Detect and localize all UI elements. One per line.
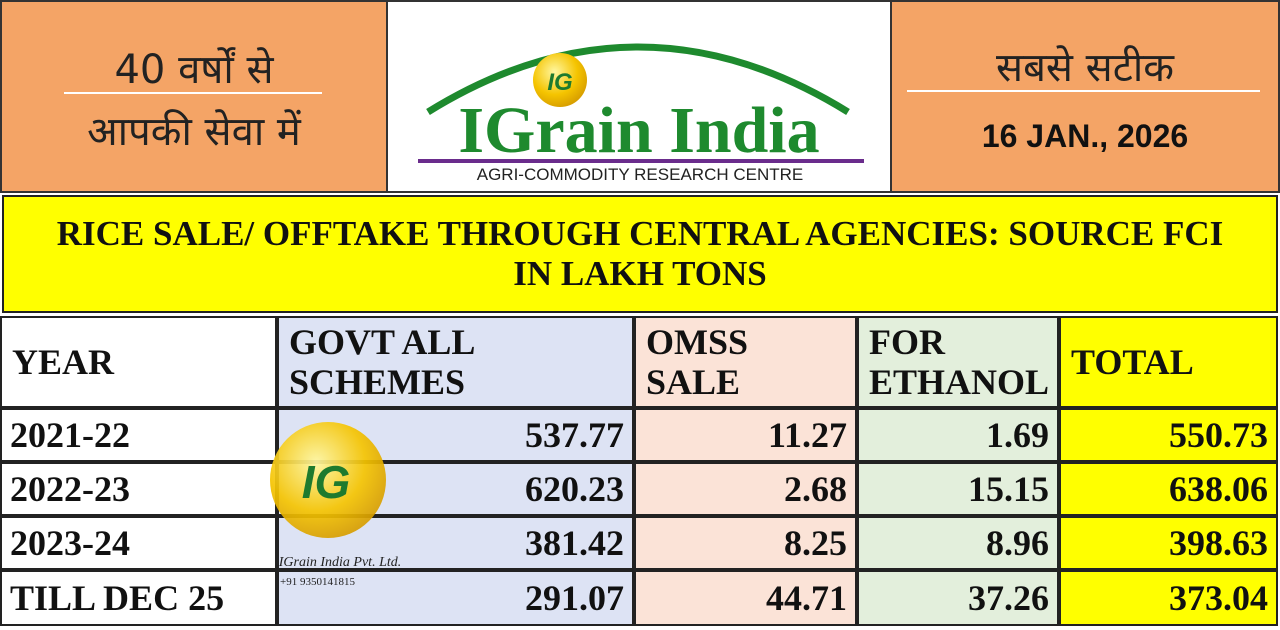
value-cell: 373.04 <box>1059 570 1278 626</box>
value-cell: 15.15 <box>857 462 1059 516</box>
title-line: RICE SALE/ OFFTAKE THROUGH CENTRAL AGENC… <box>56 214 1224 253</box>
header-cell: TOTAL <box>1059 316 1278 408</box>
value-cell: 8.25 <box>634 516 857 570</box>
left-header: 40 वर्षों से आपकी सेवा में <box>0 0 388 193</box>
header-line: FOR <box>869 322 945 362</box>
watermark-company: IGrain India Pvt. Ltd. <box>278 555 402 570</box>
watermark-badge-text: IG <box>302 456 351 508</box>
header-cell: FOR ETHANOL <box>857 316 1059 408</box>
watermark: IG IGrain India Pvt. Ltd. +91 9350141815 <box>270 422 402 588</box>
left-line: आपकी सेवा में <box>87 109 301 155</box>
divider <box>907 90 1260 92</box>
divider <box>64 92 322 94</box>
value-cell: 398.63 <box>1059 516 1278 570</box>
left-line: 40 वर्षों से <box>114 47 274 93</box>
value-cell: 44.71 <box>634 570 857 626</box>
logo-badge-text: IG <box>547 69 572 96</box>
brand-underline <box>418 159 864 163</box>
header-line: YEAR <box>12 342 115 382</box>
value-cell: 37.26 <box>857 570 1059 626</box>
value-cell: 291.07 <box>277 570 634 626</box>
header-line: ETHANOL <box>869 362 1050 402</box>
header-line: SALE <box>646 362 741 402</box>
watermark-badge <box>270 422 386 538</box>
right-title: सबसे सटीक <box>996 45 1174 91</box>
header-line: GOVT ALL <box>289 322 476 362</box>
year-cell: 2022-23 <box>0 462 277 516</box>
data-table: YEAR GOVT ALL SCHEMES OMSS SALE FOR ETHANOL TOT… <box>0 316 1280 630</box>
value-cell: 638.06 <box>1059 462 1278 516</box>
header-line: OMSS <box>646 322 749 362</box>
logo-arc <box>426 43 850 115</box>
value-cell: 11.27 <box>634 408 857 462</box>
right-header: सबसे सटीक 16 JAN., 2026 <box>890 0 1280 193</box>
tagline: AGRI-COMMODITY RESEARCH CENTRE <box>477 165 804 184</box>
header-cell: OMSS SALE <box>634 316 857 408</box>
value-cell: 8.96 <box>857 516 1059 570</box>
date: 16 JAN., 2026 <box>981 118 1189 154</box>
year-cell: 2021-22 <box>0 408 277 462</box>
table-title: RICE SALE/ OFFTAKE THROUGH CENTRAL AGENC… <box>2 195 1278 313</box>
year-cell: TILL DEC 25 <box>0 570 277 626</box>
logo-badge <box>533 53 587 107</box>
brand: IGrain India <box>458 94 819 167</box>
year-cell: 2023-24 <box>0 516 277 570</box>
watermark-phone: +91 9350141815 <box>280 576 355 588</box>
value-cell: 1.69 <box>857 408 1059 462</box>
header-line: TOTAL <box>1071 342 1194 382</box>
header-cell: GOVT ALL SCHEMES <box>277 316 634 408</box>
title-line: IN LAKH TONS <box>513 254 767 293</box>
header-cell: YEAR <box>0 316 277 408</box>
value-cell: 550.73 <box>1059 408 1278 462</box>
logo-panel: IG IGrain India AGRI-COMMODITY RESEARCH … <box>388 0 890 193</box>
logo-art: IG IGrain India AGRI-COMMODITY RESEARCH … <box>418 43 864 184</box>
value-cell: 2.68 <box>634 462 857 516</box>
header-line: SCHEMES <box>289 362 466 402</box>
